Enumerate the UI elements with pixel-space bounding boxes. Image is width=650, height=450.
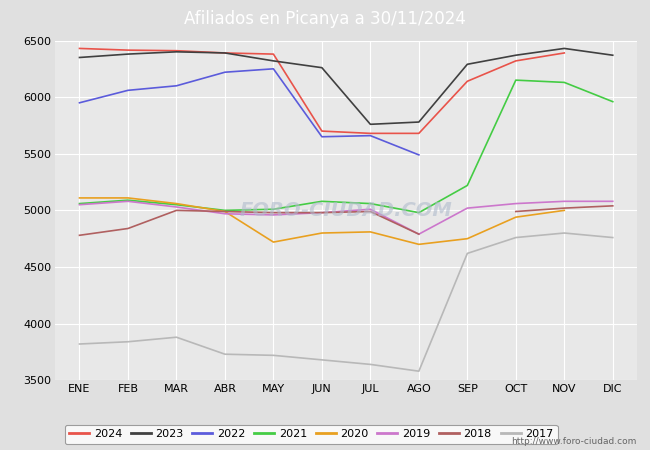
- Text: FORO-CIUDAD.COM: FORO-CIUDAD.COM: [240, 201, 452, 220]
- Text: http://www.foro-ciudad.com: http://www.foro-ciudad.com: [512, 436, 637, 446]
- Text: Afiliados en Picanya a 30/11/2024: Afiliados en Picanya a 30/11/2024: [184, 10, 466, 28]
- Legend: 2024, 2023, 2022, 2021, 2020, 2019, 2018, 2017: 2024, 2023, 2022, 2021, 2020, 2019, 2018…: [65, 425, 558, 444]
